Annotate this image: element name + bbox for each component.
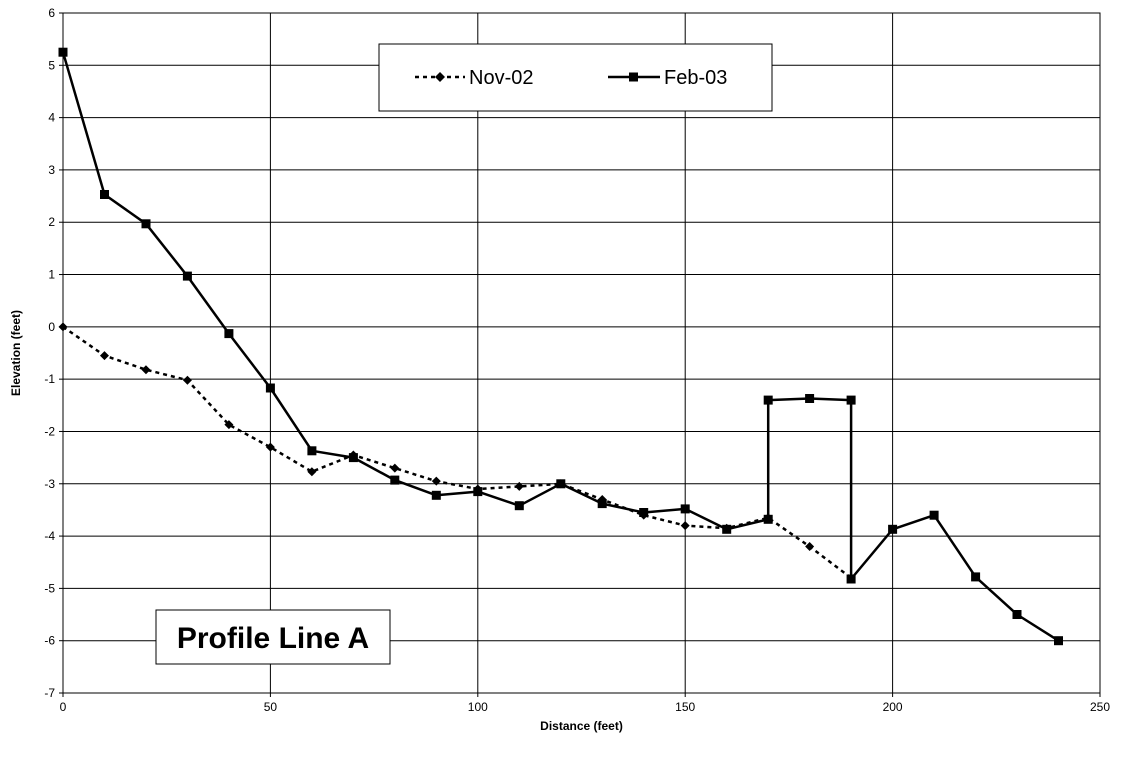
data-point-feb-03 [971,572,981,582]
y-tick-label: 2 [48,215,55,229]
y-tick-label: 1 [48,268,55,282]
data-point-feb-03 [348,453,358,463]
data-point-feb-03 [390,475,400,485]
data-point-feb-03 [722,524,732,534]
x-tick-label: 100 [468,700,488,714]
data-point-feb-03 [307,446,317,456]
legend-label-nov-02: Nov-02 [469,67,533,89]
data-point-nov-02 [390,463,400,473]
x-tick-label: 0 [60,700,67,714]
profile-annotation: Profile Line A [155,609,391,665]
y-tick-label: 5 [48,58,55,72]
series-line-nov-02 [62,325,852,579]
data-point-nov-02 [307,467,317,477]
data-point-feb-03 [846,574,856,584]
data-point-feb-03 [556,479,566,489]
data-point-nov-02 [805,542,815,552]
x-tick-label: 200 [883,700,903,714]
data-point-feb-03 [265,383,275,393]
data-point-feb-03 [763,395,773,405]
annotation-label: Profile Line A [177,622,369,655]
y-axis-title: Elevation (feet) [9,310,23,396]
data-point-nov-02 [514,481,524,491]
data-point-feb-03 [597,499,607,509]
data-point-feb-03 [1012,610,1022,619]
data-point-feb-03 [473,487,483,497]
y-tick-label: -7 [44,686,55,700]
data-point-nov-02 [431,476,441,486]
data-point-nov-02 [141,365,151,375]
data-point-feb-03 [929,510,939,520]
legend: Nov-02 Feb-03 [378,43,773,112]
y-tick-label: -2 [44,424,55,438]
y-tick-label: -3 [44,477,55,491]
data-point-feb-03 [58,47,68,57]
data-point-nov-02 [224,420,234,430]
series-lines [58,47,1063,646]
data-point-feb-03 [224,329,234,339]
data-point-feb-03 [514,501,524,511]
data-point-feb-03 [846,395,856,405]
series-feb-03 [58,47,1063,646]
data-point-feb-03 [100,190,109,199]
data-point-feb-03 [763,514,773,524]
y-tick-label: -1 [44,372,55,386]
data-point-feb-03 [1054,636,1063,646]
data-point-feb-03 [805,394,815,403]
data-point-nov-02 [265,442,275,452]
data-point-feb-03 [639,508,649,517]
data-point-feb-03 [431,490,441,500]
plot-area-frame [62,12,1101,694]
data-point-nov-02 [99,351,109,361]
x-tick-label: 250 [1090,700,1110,714]
data-point-feb-03 [141,219,151,229]
data-point-nov-02 [58,322,68,332]
data-point-nov-02 [182,375,192,385]
data-point-feb-03 [182,271,192,281]
legend-marker-feb-03 [629,72,638,82]
grid-lines [62,12,1101,694]
y-tick-label: 0 [48,320,55,334]
data-point-nov-02 [680,521,690,531]
x-tick-label: 150 [675,700,695,714]
x-axis-title: Distance (feet) [540,719,623,733]
x-tick-label: 50 [264,700,278,714]
legend-marker-nov-02 [435,72,445,82]
y-tick-label: -6 [44,634,55,648]
data-point-feb-03 [680,504,690,514]
series-nov-02 [58,322,856,583]
y-tick-label: -5 [44,581,55,595]
y-tick-label: 6 [48,6,55,20]
y-tick-label: 3 [48,163,55,177]
y-tick-label: 4 [48,111,55,125]
legend-label-feb-03: Feb-03 [664,67,727,89]
axis-ticks: 6 5 4 3 2 1 0 -1 -2 -3 -4 -5 -6 -7 0 50 100 150 200 250 [44,6,1110,714]
data-point-feb-03 [888,524,898,534]
y-tick-label: -4 [44,529,55,543]
annotation-box [155,609,391,665]
series-line-feb-03 [61,51,1060,642]
